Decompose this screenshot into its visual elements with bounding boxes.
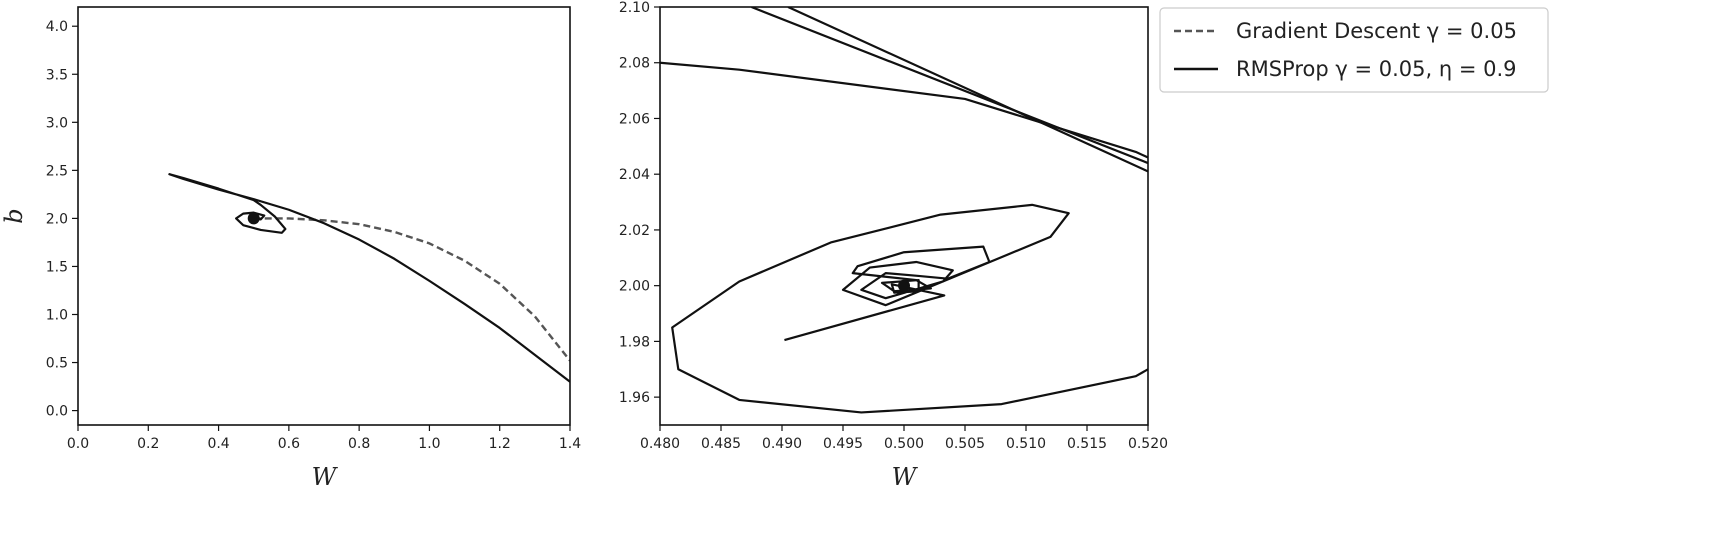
x-axis-label: W (892, 463, 919, 491)
x-tick-label: 0.4 (207, 436, 229, 452)
y-tick-label: 1.5 (46, 259, 68, 275)
x-tick-label: 0.490 (762, 436, 802, 452)
x-tick-label: 0.515 (1067, 436, 1107, 452)
rmsprop-line-segment-1 (751, 7, 1148, 165)
rmsprop-line-segment-2 (787, 7, 1148, 173)
rmsprop-line-segment-4 (671, 203, 1148, 414)
x-tick-label: 0.0 (67, 436, 89, 452)
y-tick-label: 0.5 (46, 356, 68, 372)
y-tick-label: 3.5 (46, 67, 68, 83)
optimum-marker (898, 279, 910, 292)
left-chart-panel: 0.0 0.2 0.4 0.6 0.8 1.0 1.2 1.4 0.0 0.5 1.0 1.5 2.0 2… (0, 6, 581, 491)
y-tick-label: 2.00 (619, 279, 650, 295)
x-tick-label: 0.2 (137, 436, 159, 452)
x-tick-label: 0.485 (701, 436, 741, 452)
y-axis-label: b (0, 208, 28, 223)
x-tick-label: 0.495 (823, 436, 863, 452)
y-tick-label: 4.0 (46, 19, 68, 35)
x-tick-label: 0.8 (348, 436, 370, 452)
rmsprop-line (168, 173, 570, 383)
y-tick-label: 3.0 (46, 115, 68, 131)
legend-label: Gradient Descent γ = 0.05 (1236, 19, 1517, 43)
y-tick-label: 2.04 (619, 167, 650, 183)
x-tick-label: 0.480 (640, 436, 680, 452)
x-tick-label: 1.2 (489, 436, 511, 452)
plot-area (660, 7, 1148, 414)
x-tick-label: 1.4 (559, 436, 581, 452)
y-tick-label: 2.5 (46, 163, 68, 179)
x-tick-label: 0.500 (884, 436, 924, 452)
y-tick-label: 2.0 (46, 211, 68, 227)
x-tick-label: 1.0 (418, 436, 440, 452)
plot-frame (77, 6, 571, 426)
x-tick-label: 0.510 (1006, 436, 1046, 452)
right-chart-panel: 0.480 0.485 0.490 0.495 0.500 0.505 0.510 0.515… (619, 0, 1168, 491)
gradient-descent-line (253, 217, 570, 362)
legend: Gradient Descent γ = 0.05 RMSProp γ = 0.0… (1159, 7, 1549, 93)
y-tick-label: 1.0 (46, 307, 68, 323)
legend-label: RMSProp γ = 0.05, η = 0.9 (1236, 57, 1517, 81)
optimum-marker (247, 212, 260, 225)
plot-area (168, 173, 570, 383)
x-tick-label: 0.520 (1128, 436, 1168, 452)
x-axis-label: W (312, 463, 339, 491)
y-tick-label: 2.10 (619, 0, 650, 16)
legend-box (1159, 7, 1549, 93)
y-tick-label: 1.98 (619, 334, 650, 350)
y-tick-label: 1.96 (619, 390, 650, 406)
x-tick-label: 0.6 (278, 436, 300, 452)
rmsprop-line-segment-3 (660, 61, 1148, 159)
y-tick-label: 2.02 (619, 223, 650, 239)
y-tick-label: 2.06 (619, 111, 650, 127)
y-tick-label: 0.0 (46, 404, 68, 420)
x-tick-label: 0.505 (945, 436, 985, 452)
y-tick-label: 2.08 (619, 56, 650, 72)
